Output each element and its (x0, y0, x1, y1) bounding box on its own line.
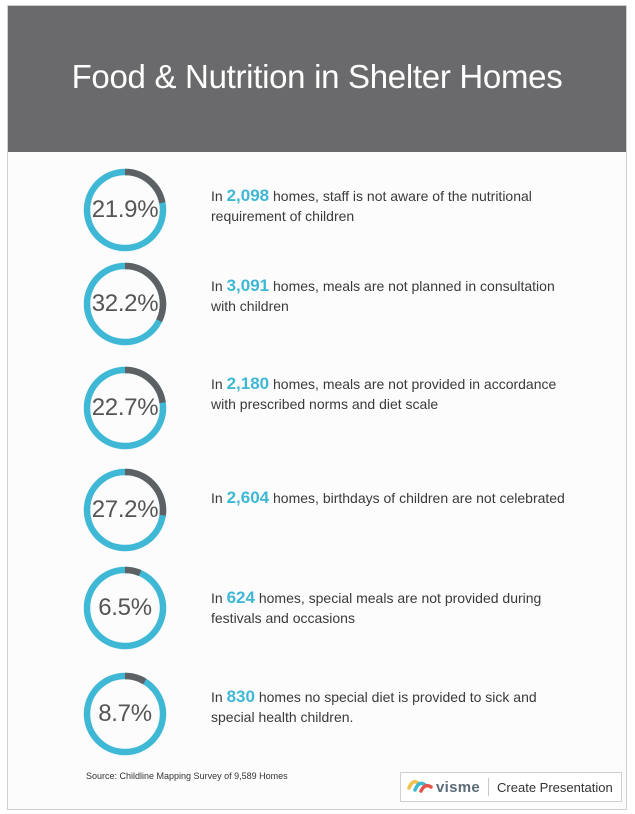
stat-count: 2,180 (226, 374, 270, 393)
stat-count: 830 (226, 687, 255, 706)
percent-label: 8.7% (98, 700, 152, 727)
stat-count: 624 (226, 588, 255, 607)
visme-logo: visme (401, 776, 480, 799)
stat-description: In 830 homes no special diet is provided… (211, 687, 537, 725)
stat-count: 2,604 (226, 488, 270, 507)
percent-label: 27.2% (91, 496, 159, 523)
donut-chart: 27.2% (83, 468, 167, 552)
donut-chart: 6.5% (83, 566, 167, 650)
donut-value-arc (83, 672, 167, 756)
donut-value-arc (83, 468, 167, 552)
visme-badge[interactable]: visme Create Presentation (400, 772, 622, 802)
source-note: Source: Childline Mapping Survey of 9,58… (86, 771, 288, 781)
stat-count: 2,098 (226, 186, 270, 205)
donut-value-arc (83, 366, 167, 450)
donut-chart: 22.7% (83, 366, 167, 450)
percent-label: 6.5% (98, 594, 152, 621)
create-presentation-link[interactable]: Create Presentation (497, 779, 613, 795)
stat-description: In 624 homes, special meals are not prov… (211, 588, 542, 626)
donut-value-arc (83, 262, 167, 346)
visme-logo-icon (407, 776, 433, 799)
visme-brand-text: visme (436, 778, 481, 796)
donut-chart: 8.7% (83, 672, 167, 756)
stat-description: In 2,604 homes, birthdays of children ar… (211, 488, 565, 507)
stat-count: 3,091 (226, 276, 270, 295)
stat-description: In 3,091 homes, meals are not planned in… (211, 276, 555, 314)
donut-chart: 32.2% (83, 262, 167, 346)
percent-label: 32.2% (91, 290, 159, 317)
stat-description: In 2,180 homes, meals are not provided i… (211, 374, 557, 412)
donut-value-arc (83, 566, 167, 650)
badge-divider (488, 778, 490, 796)
page-title: Food & Nutrition in Shelter Homes (71, 58, 563, 95)
percent-label: 22.7% (91, 394, 159, 421)
donut-value-arc (83, 168, 167, 252)
donut-chart: 21.9% (83, 168, 167, 252)
header-banner: Food & Nutrition in Shelter Homes (8, 6, 626, 152)
stat-description: In 2,098 homes, staff is not aware of th… (211, 186, 532, 224)
percent-label: 21.9% (91, 196, 159, 223)
